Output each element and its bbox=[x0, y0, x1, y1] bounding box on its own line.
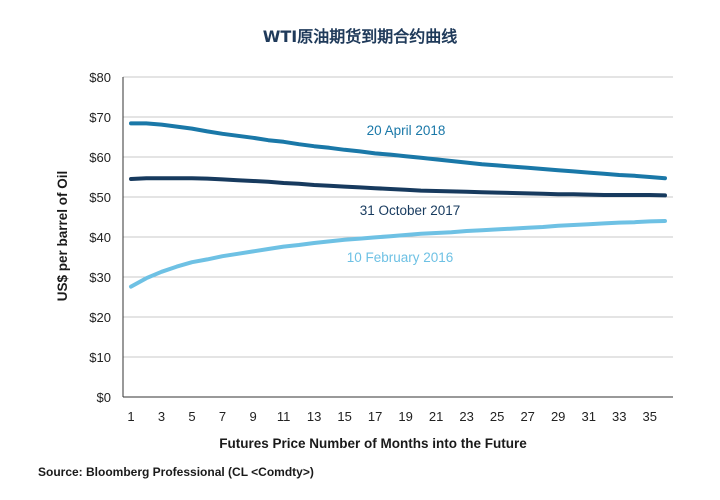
y-tick-labels: $0 $10 $20 $30 $40 $50 $60 $70 $80 bbox=[89, 70, 111, 405]
series-label-31-october-2017: 31 October 2017 bbox=[360, 203, 461, 218]
y-axis-label: US$ per barrel of Oil bbox=[55, 171, 70, 302]
x-tick-label: 23 bbox=[459, 409, 473, 424]
series-line-31-october-2017 bbox=[129, 176, 667, 198]
x-tick-label: 33 bbox=[612, 409, 626, 424]
y-tick-label: $50 bbox=[89, 190, 111, 205]
x-tick-label: 3 bbox=[158, 409, 165, 424]
x-tick-label: 21 bbox=[429, 409, 443, 424]
y-tick-label: $0 bbox=[97, 390, 111, 405]
y-tick-label: $20 bbox=[89, 310, 111, 325]
x-tick-label: 13 bbox=[307, 409, 321, 424]
x-tick-label: 25 bbox=[490, 409, 504, 424]
y-tick-label: $60 bbox=[89, 150, 111, 165]
y-tick-label: $40 bbox=[89, 230, 111, 245]
x-tick-labels: 1 3 5 7 9 11 13 15 17 19 21 23 25 27 29 31 33 35 bbox=[127, 409, 657, 424]
chart-title: WTI原油期货到期合约曲线 bbox=[263, 27, 458, 46]
x-tick-label: 9 bbox=[249, 409, 256, 424]
series-lines bbox=[129, 121, 667, 289]
series-label-20-april-2018: 20 April 2018 bbox=[367, 123, 446, 138]
series-line-20-april-2018 bbox=[129, 121, 667, 181]
x-tick-label: 19 bbox=[398, 409, 412, 424]
source-note: Source: Bloomberg Professional (CL <Comd… bbox=[38, 465, 314, 479]
x-tick-label: 27 bbox=[520, 409, 534, 424]
x-tick-label: 5 bbox=[188, 409, 195, 424]
x-tick-label: 1 bbox=[127, 409, 134, 424]
y-tick-label: $80 bbox=[89, 70, 111, 85]
x-tick-label: 29 bbox=[551, 409, 565, 424]
y-tick-label: $30 bbox=[89, 270, 111, 285]
x-tick-label: 11 bbox=[277, 409, 291, 424]
series-label-10-february-2016: 10 February 2016 bbox=[347, 250, 454, 265]
y-tick-label: $70 bbox=[89, 110, 111, 125]
series-line-10-february-2016 bbox=[129, 219, 667, 289]
y-tick-label: $10 bbox=[89, 350, 111, 365]
x-tick-label: 17 bbox=[368, 409, 382, 424]
x-tick-label: 7 bbox=[219, 409, 226, 424]
x-axis-label: Futures Price Number of Months into the … bbox=[219, 436, 527, 451]
x-tick-label: 31 bbox=[581, 409, 595, 424]
x-tick-label: 35 bbox=[643, 409, 657, 424]
x-tick-label: 15 bbox=[337, 409, 351, 424]
